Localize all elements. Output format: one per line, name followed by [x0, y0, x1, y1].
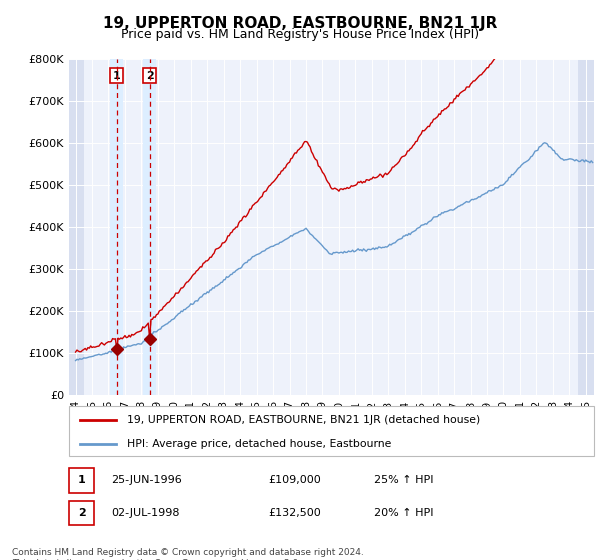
Text: Price paid vs. HM Land Registry's House Price Index (HPI): Price paid vs. HM Land Registry's House … [121, 28, 479, 41]
FancyBboxPatch shape [69, 501, 94, 525]
Bar [578, 59, 594, 395]
Text: 19, UPPERTON ROAD, EASTBOURNE, BN21 1JR: 19, UPPERTON ROAD, EASTBOURNE, BN21 1JR [103, 16, 497, 31]
Bar [110, 59, 123, 395]
Text: 25-JUN-1996: 25-JUN-1996 [111, 475, 182, 486]
Text: £132,500: £132,500 [269, 508, 321, 518]
FancyBboxPatch shape [69, 406, 594, 456]
Text: HPI: Average price, detached house, Eastbourne: HPI: Average price, detached house, East… [127, 439, 391, 449]
Text: 02-JUL-1998: 02-JUL-1998 [111, 508, 179, 518]
Text: 25% ↑ HPI: 25% ↑ HPI [373, 475, 433, 486]
Text: Contains HM Land Registry data © Crown copyright and database right 2024.
This d: Contains HM Land Registry data © Crown c… [12, 548, 364, 560]
Bar [69, 59, 84, 395]
Text: £109,000: £109,000 [269, 475, 321, 486]
Text: 2: 2 [146, 71, 154, 81]
Text: 19, UPPERTON ROAD, EASTBOURNE, BN21 1JR (detached house): 19, UPPERTON ROAD, EASTBOURNE, BN21 1JR … [127, 415, 480, 425]
Bar [143, 59, 156, 395]
Text: 20% ↑ HPI: 20% ↑ HPI [373, 508, 433, 518]
Text: 1: 1 [113, 71, 121, 81]
Text: 1: 1 [78, 475, 85, 486]
Text: 2: 2 [78, 508, 85, 518]
FancyBboxPatch shape [69, 468, 94, 493]
